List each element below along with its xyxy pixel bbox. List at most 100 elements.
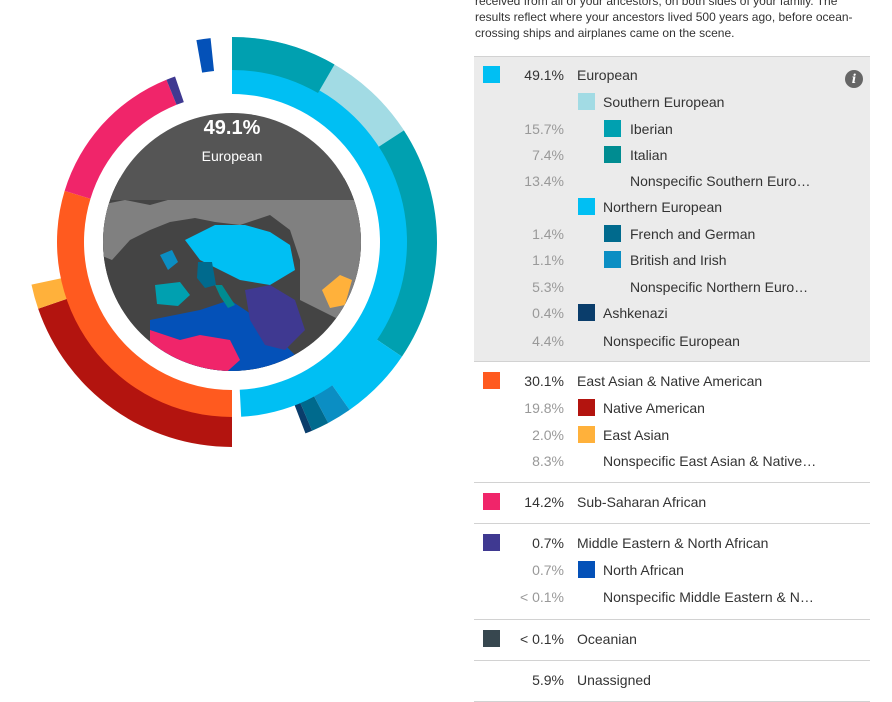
row-percent: 13.4%: [524, 173, 564, 189]
map-iberia: [155, 282, 190, 306]
ring-northern-european[interactable]: [330, 338, 402, 410]
info-icon[interactable]: i: [845, 70, 863, 88]
intro-line: results reflect where your ancestors liv…: [475, 10, 853, 24]
ring-european-top[interactable]: [232, 72, 262, 95]
ancestry-group: 5.9% Unassigned: [474, 661, 870, 702]
ancestry-group: 30.1% East Asian & Native American 19.8% Na…: [474, 362, 870, 483]
ring-british-irish[interactable]: [312, 382, 350, 424]
map-east-asia: [322, 275, 352, 308]
ancestry-row[interactable]: 2.0% East Asian: [474, 421, 870, 447]
row-name: Nonspecific European: [603, 333, 740, 349]
map-middle-east: [245, 285, 305, 350]
row-percent: < 0.1%: [520, 589, 564, 605]
row-percent: 49.1%: [524, 67, 564, 83]
ring-french-german[interactable]: [299, 393, 329, 431]
ancestry-row[interactable]: Southern European: [474, 88, 870, 115]
row-percent: 15.7%: [524, 121, 564, 137]
color-swatch: [578, 426, 595, 443]
ring-east-asian[interactable]: [31, 277, 70, 309]
row-name: Ashkenazi: [603, 305, 668, 321]
ancestry-row[interactable]: 1.1% British and Irish: [474, 246, 870, 273]
row-name: British and Irish: [630, 252, 727, 268]
row-name: French and German: [630, 226, 756, 242]
center-percent: 49.1%: [203, 117, 261, 139]
row-name: Southern European: [603, 94, 725, 110]
row-name: Northern European: [603, 199, 723, 215]
ancestry-row[interactable]: 4.4% Nonspecific European: [474, 327, 870, 354]
ring-east-asian-native-american[interactable]: [56, 190, 232, 417]
color-swatch: [483, 372, 500, 389]
row-percent: 5.9%: [532, 672, 564, 688]
ancestry-row[interactable]: 7.4% Italian: [474, 141, 870, 167]
ring-iberian-top[interactable]: [232, 37, 335, 94]
ancestry-row[interactable]: 14.2% Sub-Saharan African: [474, 488, 870, 515]
center-label: European: [201, 148, 263, 164]
row-name: Italian: [630, 147, 668, 163]
row-percent: 5.3%: [532, 279, 564, 295]
ancestry-row[interactable]: 0.7% North African: [474, 556, 870, 583]
map-land-north: [103, 192, 361, 330]
row-percent: < 0.1%: [520, 631, 564, 647]
row-name: Iberian: [630, 121, 673, 137]
ring-sub-saharan-african[interactable]: [64, 79, 177, 199]
intro-line: received from all of your ancestors, on …: [475, 0, 838, 8]
ancestry-row[interactable]: < 0.1% Oceanian: [474, 625, 870, 652]
color-swatch: [483, 630, 500, 647]
color-swatch: [604, 251, 621, 268]
donut-chart-svg: [31, 37, 437, 447]
color-swatch: [604, 120, 621, 137]
row-name: North African: [603, 562, 684, 578]
color-swatch: [483, 534, 500, 551]
color-swatch: [604, 146, 621, 163]
row-percent: 1.4%: [532, 226, 564, 242]
ancestry-group: 14.2% Sub-Saharan African: [474, 483, 870, 524]
ring-ashkenazi[interactable]: [293, 400, 313, 434]
row-percent: 0.7%: [532, 562, 564, 578]
row-name: Nonspecific Middle Eastern & N…: [603, 589, 814, 605]
row-name: Nonspecific Southern Euro…: [630, 173, 811, 189]
ancestry-row[interactable]: 0.7% Middle Eastern & North African: [474, 529, 870, 556]
ancestry-row[interactable]: 8.3% Nonspecific East Asian & Native…: [474, 447, 870, 474]
row-percent: 4.4%: [532, 333, 564, 349]
ancestry-breakdown-table: 49.1% European i Southern European 15.7% Iber…: [474, 56, 870, 702]
map-france-germany: [197, 262, 216, 288]
intro-text: received from all of your ancestors, on …: [475, 0, 875, 41]
color-swatch: [483, 66, 500, 83]
row-name: Nonspecific East Asian & Native…: [603, 453, 817, 469]
row-name: East Asian: [603, 427, 670, 443]
ring-north-african[interactable]: [196, 38, 215, 73]
row-name: Middle Eastern & North African: [577, 535, 769, 551]
row-percent: 30.1%: [524, 373, 564, 389]
ancestry-row[interactable]: 1.4% French and German: [474, 220, 870, 246]
ancestry-row[interactable]: 5.3% Nonspecific Northern Euro…: [474, 273, 870, 299]
ancestry-row[interactable]: Northern European: [474, 193, 870, 220]
row-name: East Asian & Native American: [577, 373, 763, 389]
row-name: European: [577, 67, 638, 83]
ancestry-group: 0.7% Middle Eastern & North African 0.7% No…: [474, 524, 870, 620]
ancestry-row[interactable]: 19.8% Native American: [474, 394, 870, 421]
ancestry-row[interactable]: 5.9% Unassigned: [474, 666, 870, 693]
row-percent: 7.4%: [532, 147, 564, 163]
color-swatch: [578, 561, 595, 578]
ancestry-row[interactable]: 15.7% Iberian: [474, 115, 870, 141]
color-swatch: [578, 304, 595, 321]
row-percent: 8.3%: [532, 453, 564, 469]
row-percent: 2.0%: [532, 427, 564, 443]
row-name: Oceanian: [577, 631, 637, 647]
ancestry-row[interactable]: 0.4% Ashkenazi: [474, 299, 870, 327]
ancestry-row[interactable]: 30.1% East Asian & Native American: [474, 367, 870, 394]
ancestry-row[interactable]: < 0.1% Nonspecific Middle Eastern & N…: [474, 583, 870, 611]
ancestry-row[interactable]: 13.4% Nonspecific Southern Euro…: [474, 167, 870, 193]
ring-middle-eastern[interactable]: [166, 76, 184, 105]
row-percent: 19.8%: [524, 400, 564, 416]
color-swatch: [578, 93, 595, 110]
row-percent: 0.7%: [532, 535, 564, 551]
ring-european[interactable]: [232, 67, 408, 417]
map-europe: [185, 225, 295, 285]
ancestry-row[interactable]: 49.1% European i: [474, 61, 870, 88]
color-swatch: [483, 493, 500, 510]
row-name: Native American: [603, 400, 705, 416]
row-name: Sub-Saharan African: [577, 494, 707, 510]
map-british-isles: [160, 250, 178, 270]
row-percent: 14.2%: [524, 494, 564, 510]
